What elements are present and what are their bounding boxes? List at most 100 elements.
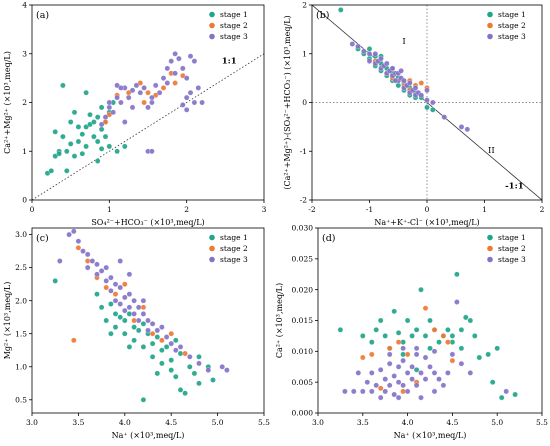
data-point xyxy=(467,317,474,324)
data-point xyxy=(154,370,161,377)
data-point xyxy=(183,94,190,101)
data-point xyxy=(196,360,202,367)
data-point xyxy=(337,327,344,333)
data-point xyxy=(168,357,174,363)
data-point xyxy=(210,377,216,383)
data-point xyxy=(391,391,397,398)
data-point xyxy=(84,264,91,271)
data-point xyxy=(149,354,156,360)
data-point xyxy=(395,364,402,370)
data-point xyxy=(427,364,433,370)
data-point xyxy=(431,348,438,355)
legend: stage 1 stage 2 stage 3 xyxy=(487,10,526,41)
data-point xyxy=(71,337,77,344)
x-tick-label: 1 xyxy=(482,205,487,214)
y-tick-label: 1.0 xyxy=(15,362,27,371)
data-point xyxy=(145,327,151,334)
data-point xyxy=(361,48,367,55)
data-point xyxy=(103,264,109,271)
data-point xyxy=(360,333,366,339)
data-point xyxy=(83,124,89,130)
data-point xyxy=(168,58,174,64)
data-point xyxy=(392,77,399,84)
y-tick-label: 0.030 xyxy=(292,224,314,233)
y-tick-label: 3.0 xyxy=(15,230,27,239)
data-point xyxy=(103,317,109,324)
data-point xyxy=(382,333,388,339)
data-point xyxy=(187,364,193,370)
data-point xyxy=(56,150,62,157)
data-point xyxy=(108,301,114,307)
data-point xyxy=(458,345,465,352)
legend-label: stage 1 xyxy=(220,233,248,242)
legend-marker xyxy=(209,256,215,263)
data-point xyxy=(424,97,430,103)
data-point xyxy=(395,394,402,401)
data-point xyxy=(122,330,128,337)
data-point xyxy=(149,99,155,106)
data-point xyxy=(176,55,182,62)
x-tick-label: -2 xyxy=(308,205,316,214)
data-point xyxy=(369,339,375,345)
data-point xyxy=(494,345,500,352)
x-tick-label: 4.5 xyxy=(165,418,177,427)
y-tick-label: 0.000 xyxy=(292,409,314,418)
data-point xyxy=(135,304,142,311)
data-point xyxy=(503,388,509,395)
data-point xyxy=(476,354,483,361)
data-point xyxy=(122,119,128,125)
data-point xyxy=(449,351,456,358)
data-point xyxy=(52,129,58,135)
data-point xyxy=(180,65,186,72)
data-point xyxy=(449,333,456,339)
series-3 xyxy=(349,41,471,133)
data-point xyxy=(163,334,170,340)
data-point xyxy=(355,370,362,376)
data-point xyxy=(114,82,120,89)
data-point xyxy=(191,370,198,377)
data-point xyxy=(98,126,105,133)
y-axis-label: Ca²⁺+Mg²⁺ (×10³,meq/L) xyxy=(3,51,12,154)
data-point xyxy=(118,99,124,106)
legend-marker xyxy=(487,33,493,40)
data-point xyxy=(183,107,190,113)
data-point xyxy=(91,133,97,140)
data-point xyxy=(75,138,82,145)
data-point xyxy=(91,119,97,125)
series-1 xyxy=(44,82,128,176)
data-point xyxy=(149,321,156,327)
legend-marker xyxy=(487,11,493,18)
data-point xyxy=(131,311,137,317)
y-tick-label: 0.010 xyxy=(292,347,314,356)
x-tick-label: 5.0 xyxy=(212,418,224,427)
data-point xyxy=(373,382,379,389)
y-tick-label: 4 xyxy=(22,1,27,10)
legend-marker xyxy=(209,22,215,29)
data-point xyxy=(422,354,429,361)
data-point xyxy=(108,288,114,294)
data-point xyxy=(205,367,212,373)
data-point xyxy=(422,333,429,339)
data-point xyxy=(135,327,142,334)
data-point xyxy=(219,364,225,370)
data-point xyxy=(440,333,447,339)
data-point xyxy=(407,80,413,86)
data-point xyxy=(163,344,170,350)
data-point xyxy=(404,351,411,358)
data-point xyxy=(418,80,425,86)
y-tick-label: 1 xyxy=(302,49,307,58)
data-point xyxy=(131,317,137,324)
data-point xyxy=(400,345,406,352)
data-point xyxy=(83,89,89,96)
data-point xyxy=(512,391,518,398)
annotation: -1:1 xyxy=(505,181,524,191)
data-point xyxy=(94,291,100,297)
legend-label: stage 3 xyxy=(220,255,248,264)
data-point xyxy=(129,87,136,94)
data-point xyxy=(467,370,474,376)
x-tick-label: 2 xyxy=(540,205,545,214)
data-point xyxy=(83,143,89,150)
data-point xyxy=(79,131,86,137)
data-point xyxy=(168,367,174,373)
